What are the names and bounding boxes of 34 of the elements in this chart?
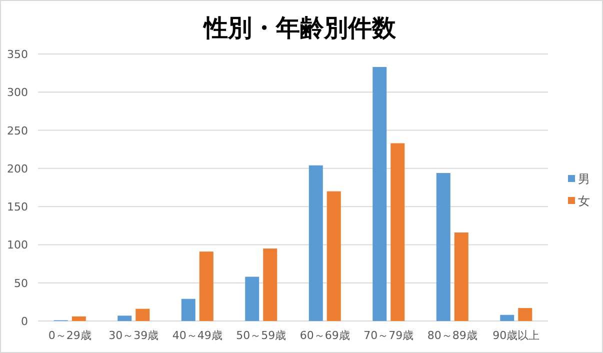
bar [500, 314, 514, 321]
bar [518, 308, 532, 321]
x-tick-label: 90歳以上 [492, 329, 540, 342]
bar [436, 173, 450, 321]
bar [199, 252, 214, 321]
bar [118, 316, 132, 321]
bar [181, 298, 196, 321]
y-tick-label: 50 [14, 276, 28, 290]
y-tick-label: 150 [7, 200, 28, 214]
bar [390, 143, 405, 321]
x-tick-label: 0～29歳 [48, 329, 92, 342]
x-tick-label: 50～59歳 [236, 329, 286, 342]
y-tick-label: 200 [7, 162, 28, 176]
x-tick-label: 70～79歳 [364, 329, 414, 342]
x-tick-label: 80～89歳 [427, 329, 478, 342]
chart-title: 性別・年齢別件数 [202, 14, 397, 42]
x-tick-label: 30～39歳 [108, 329, 159, 342]
y-tick-label: 250 [7, 124, 28, 138]
bar [454, 232, 468, 321]
bar [245, 276, 260, 321]
bar [308, 165, 323, 321]
y-tick-label: 350 [7, 48, 28, 61]
bar [372, 66, 387, 321]
y-tick-label: 100 [7, 238, 28, 252]
x-tick-label: 60～69歳 [300, 329, 350, 342]
x-tick-label: 40～49歳 [172, 329, 222, 342]
y-tick-label: 300 [7, 86, 28, 100]
bar [326, 191, 341, 321]
y-tick-label: 0 [21, 315, 28, 328]
bar [72, 316, 86, 321]
bar [136, 308, 150, 321]
bar [263, 248, 278, 321]
legend-label: 女 [578, 194, 590, 208]
legend-label: 男 [578, 172, 590, 186]
